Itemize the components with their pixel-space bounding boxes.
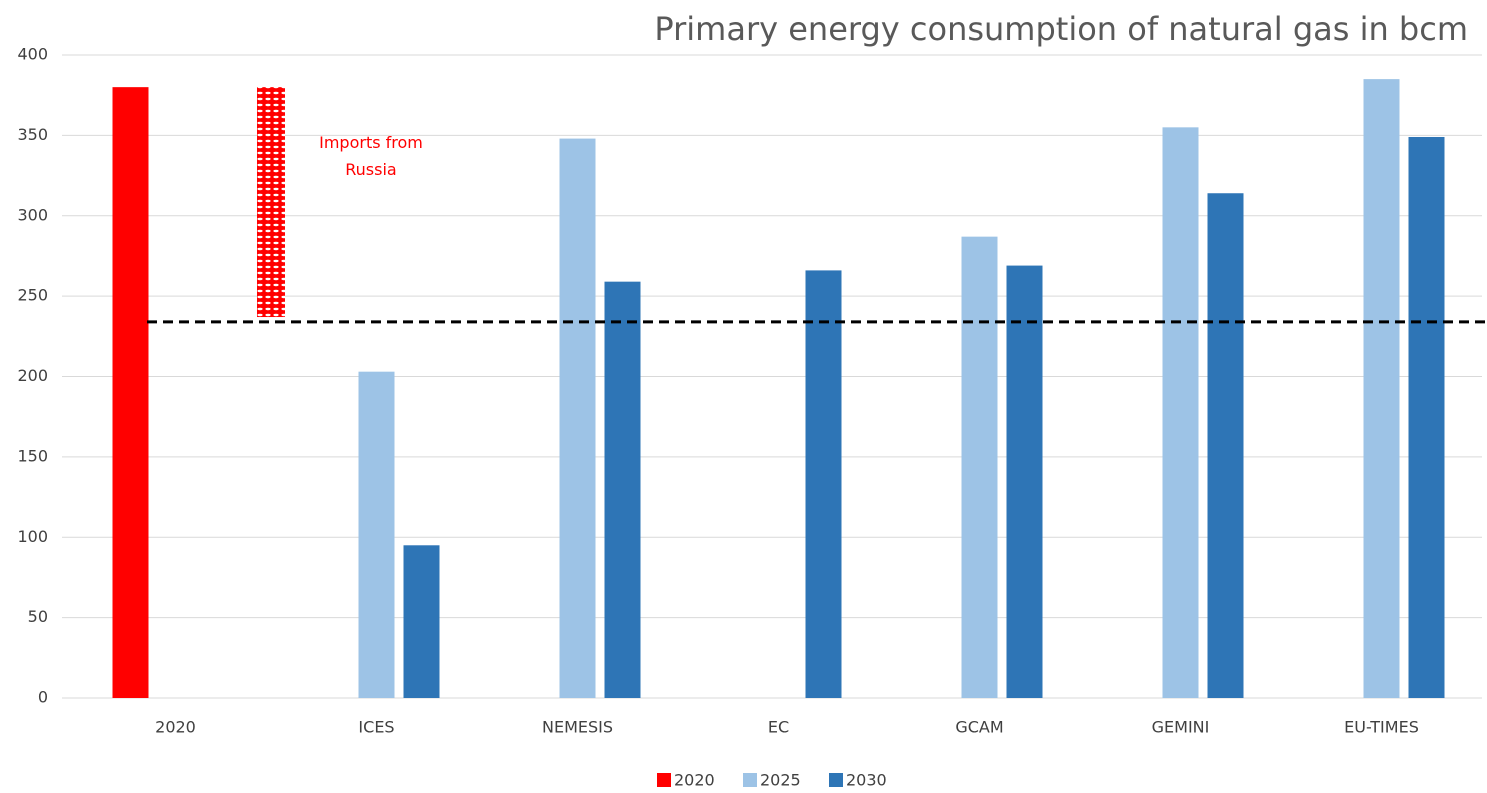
bar [1363, 79, 1400, 699]
y-tick-label: 200 [17, 366, 48, 385]
x-tick-label: NEMESIS [542, 718, 613, 737]
bar [961, 236, 998, 698]
y-tick-label: 400 [17, 45, 48, 64]
x-tick-label: EU-TIMES [1344, 718, 1419, 737]
bar [1408, 136, 1445, 699]
x-tick-label: GEMINI [1152, 718, 1210, 737]
bar [112, 87, 149, 698]
y-tick-label: 0 [38, 688, 48, 707]
x-tick-label: 2020 [155, 718, 196, 737]
y-tick-label: 300 [17, 205, 48, 224]
legend-swatch [657, 773, 671, 787]
y-tick-label: 250 [17, 286, 48, 305]
bar [604, 281, 641, 698]
imports-label-line: Russia [345, 160, 396, 179]
legend-swatch [743, 773, 757, 787]
bar [559, 138, 596, 699]
chart-title: Primary energy consumption of natural ga… [654, 10, 1468, 48]
bar [403, 545, 440, 698]
y-tick-label: 350 [17, 125, 48, 144]
imports-label-line: Imports from [319, 133, 423, 152]
bar [1207, 193, 1244, 698]
bar [1162, 127, 1199, 698]
y-tick-label: 150 [17, 446, 48, 465]
y-tick-label: 100 [17, 527, 48, 546]
x-tick-label: GCAM [955, 718, 1003, 737]
bar [358, 371, 395, 698]
legend-label: 2025 [760, 771, 801, 790]
legend-label: 2030 [846, 771, 887, 790]
y-tick-label: 50 [28, 607, 48, 626]
bar [1006, 265, 1043, 698]
imports-label: Imports from Russia [319, 133, 423, 179]
x-tick-label: EC [768, 718, 789, 737]
legend-swatch [829, 773, 843, 787]
imports-bar [257, 87, 285, 318]
legend-label: 2020 [674, 771, 715, 790]
bar [805, 270, 842, 698]
x-tick-label: ICES [358, 718, 394, 737]
